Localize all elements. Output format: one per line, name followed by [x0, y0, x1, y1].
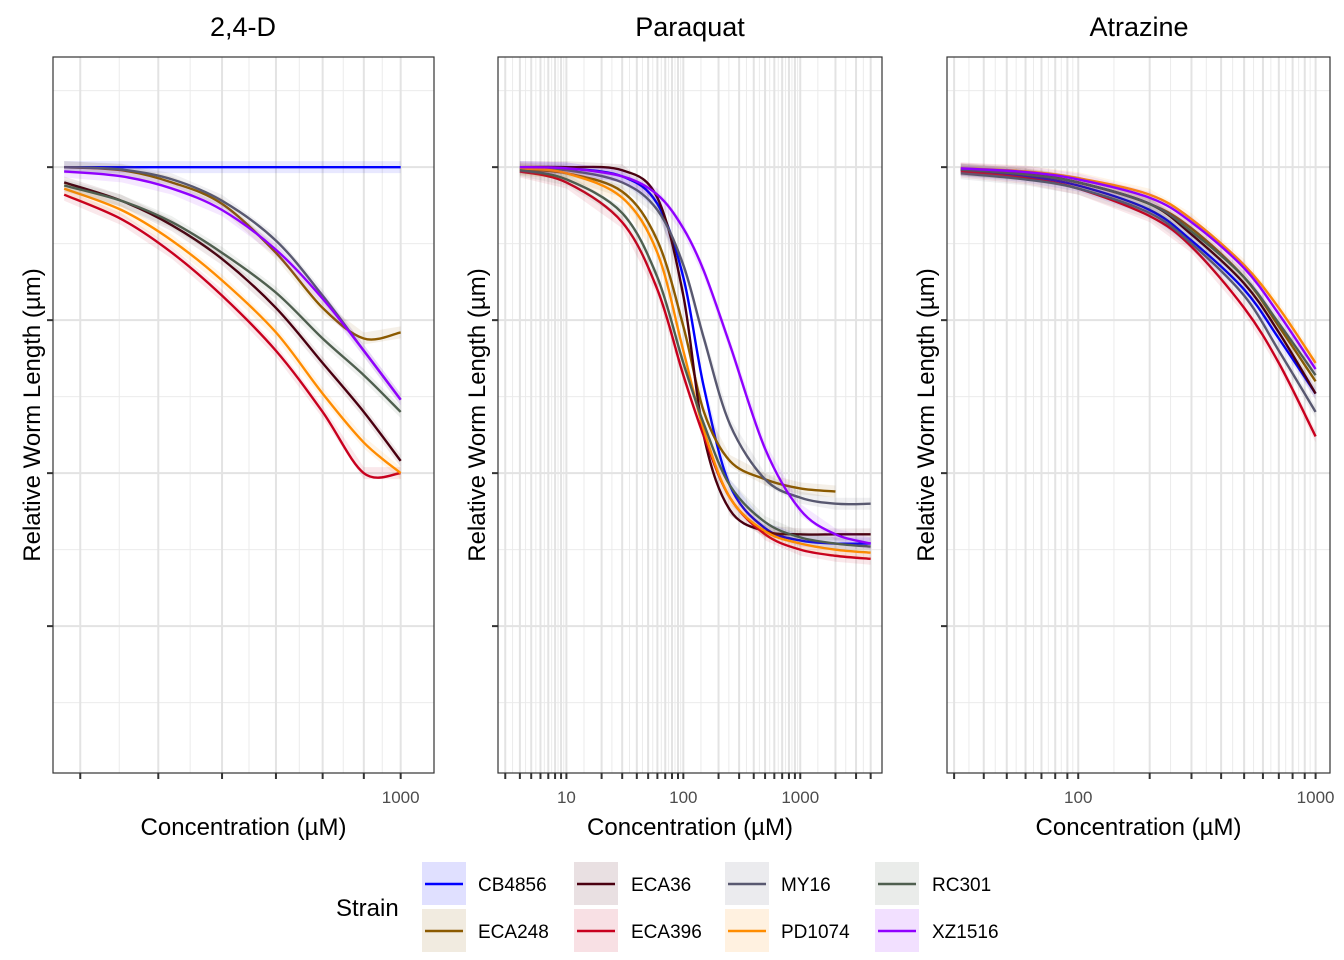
panel-border: [946, 56, 1331, 774]
confidence-ribbon-eca396: [64, 188, 401, 480]
x-tick-label: 100: [1064, 788, 1092, 807]
y-axis-label: Relative Worm Length (µm): [913, 268, 940, 561]
curve-xz1516: [519, 165, 871, 545]
confidence-ribbon-my16: [64, 161, 401, 406]
curve-rc301: [519, 169, 871, 548]
curve-xz1516: [960, 167, 1317, 370]
panel-2-4-d: 1000 2,4-D Concentration (µM) Relative Worm…: [19, 12, 435, 841]
x-tick-label: 1000: [382, 788, 420, 807]
curve-rc301: [63, 184, 402, 413]
legend-item-rc301: RC301: [875, 862, 991, 905]
panel-border: [497, 56, 883, 774]
legend-item-eca36: ECA36: [574, 862, 691, 905]
legend-item-xz1516: XZ1516: [875, 909, 999, 952]
curve-my16: [519, 167, 871, 506]
legend-item-eca396: ECA396: [574, 909, 702, 952]
legend-item-my16: MY16: [725, 862, 831, 905]
x-tick-label: 1000: [1297, 788, 1335, 807]
panel-title: Atrazine: [1089, 12, 1188, 42]
legend-label: CB4856: [478, 875, 547, 896]
confidence-ribbon-my16: [960, 167, 1316, 418]
legend: Strain CB4856 ECA248 ECA36 ECA396 MY16 PD1074 R…: [336, 862, 999, 952]
panel-border: [52, 56, 435, 774]
panel-atrazine: 100 1000 Atrazine Concentration (µM) Relativ…: [913, 12, 1335, 841]
x-axis-label: Concentration (µM): [1036, 814, 1242, 841]
legend-label: XZ1516: [932, 922, 999, 943]
x-tick-label: 10: [557, 788, 576, 807]
curve-eca248: [519, 168, 836, 493]
curve-xz1516: [64, 170, 402, 401]
confidence-ribbon-eca396: [960, 165, 1316, 443]
legend-label: ECA36: [631, 875, 691, 896]
confidence-ribbon-eca248: [960, 162, 1316, 388]
curve-cb4856: [960, 169, 1317, 395]
legend-item-cb4856: CB4856: [422, 862, 547, 905]
legend-label: PD1074: [781, 922, 850, 943]
confidence-ribbon-xz1516: [64, 165, 401, 406]
panel-title: Paraquat: [635, 12, 745, 42]
curve-rc301: [960, 168, 1317, 376]
curve-eca396: [519, 170, 871, 561]
legend-item-eca248: ECA248: [422, 909, 549, 952]
y-axis-label: Relative Worm Length (µm): [464, 268, 491, 561]
curve-eca396: [63, 193, 401, 479]
confidence-ribbon-eca248: [64, 161, 401, 345]
confidence-ribbon-pd1074: [64, 182, 401, 480]
curve-pd1074: [63, 187, 402, 475]
plot-background: [947, 57, 1330, 773]
confidence-ribbon-rc301: [960, 163, 1316, 382]
legend-label: ECA396: [631, 922, 702, 943]
curve-pd1074: [519, 167, 871, 554]
x-axis-label: Concentration (µM): [587, 814, 793, 841]
panel-title: 2,4-D: [210, 12, 276, 42]
x-tick-label: 1000: [781, 788, 819, 807]
x-tick-label: 100: [669, 788, 697, 807]
legend-label: MY16: [781, 875, 831, 896]
y-axis-label: Relative Worm Length (µm): [19, 268, 46, 561]
confidence-ribbon-eca36: [960, 163, 1316, 400]
panel-paraquat: 10 100 1000 Paraquat Concentration (µM) Relat…: [464, 12, 883, 841]
curve-my16: [960, 172, 1317, 413]
legend-item-pd1074: PD1074: [725, 909, 850, 952]
legend-label: RC301: [932, 875, 991, 896]
x-axis-label: Concentration (µM): [141, 814, 347, 841]
legend-title: Strain: [336, 895, 399, 922]
legend-label: ECA248: [478, 922, 549, 943]
